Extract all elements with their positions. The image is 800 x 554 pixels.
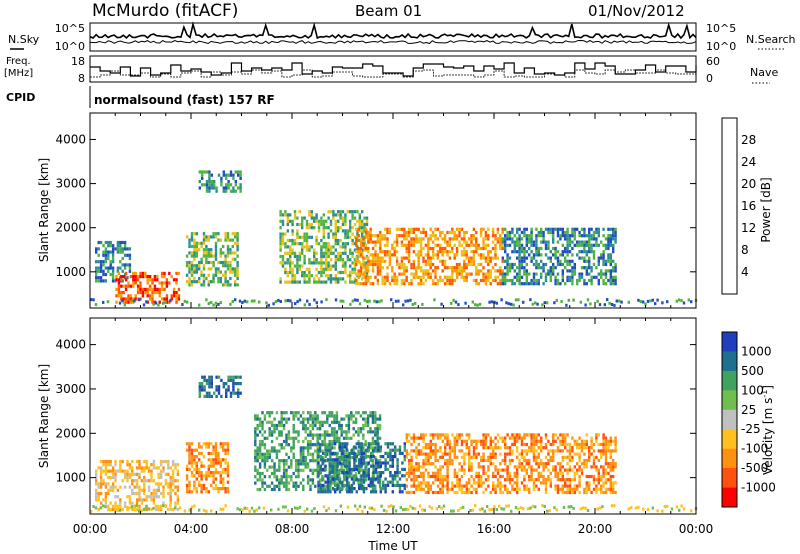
noise-right-tick-top: 10^5 xyxy=(706,22,736,35)
cpid-label: CPID xyxy=(6,91,35,104)
nave-trace xyxy=(90,69,697,78)
power-colorbar-label: Power [dB] xyxy=(759,177,773,242)
velocity-ylabel: Slant Range [km] xyxy=(37,364,51,468)
colorbar-tick-label: 8 xyxy=(741,243,749,257)
freq-right-tick-bottom: 0 xyxy=(706,72,713,85)
colorbar-tick-label: 16 xyxy=(741,199,756,213)
colorbar-tick-label: 1000 xyxy=(741,344,772,358)
nave-label: Nave xyxy=(750,66,778,79)
colorbar-tick-label: -100 xyxy=(741,442,768,456)
echo-region xyxy=(317,442,406,494)
nsky-label: N.Sky xyxy=(8,33,40,46)
x-tick-label: 00:00 xyxy=(679,522,714,536)
echo-region xyxy=(501,227,617,286)
power-heatmap-cells xyxy=(90,170,698,307)
echo-region xyxy=(185,232,239,287)
colorbar-tick-label: -1000 xyxy=(741,481,776,495)
colorbar-swatch xyxy=(722,332,737,352)
x-tick-label: 00:00 xyxy=(73,522,108,536)
nsearch-trace xyxy=(89,39,697,45)
noise-left-tick-bottom: 10^0 xyxy=(55,40,85,53)
freq-label-line2: [MHz] xyxy=(4,68,33,79)
freq-label-line1: Freq. xyxy=(6,56,31,67)
y-tick-label: 2000 xyxy=(55,221,86,235)
y-tick-label: 3000 xyxy=(55,382,86,396)
echo-region xyxy=(355,227,504,286)
power-colorbar: 4 8 12 16 20 24 28 xyxy=(721,117,756,295)
power-ylabel: Slant Range [km] xyxy=(37,158,51,262)
echo-region xyxy=(95,240,132,283)
station-title: McMurdo (fitACF) xyxy=(92,1,238,21)
noise-left-tick-top: 10^5 xyxy=(55,22,85,35)
colorbar-swatch xyxy=(722,448,737,469)
time-x-axis: 00:00 04:00 08:00 12:00 16:00 20:00 00:00 xyxy=(73,522,714,536)
echo-region xyxy=(198,170,242,193)
echo-region xyxy=(198,375,242,398)
colorbar-frame xyxy=(721,331,738,508)
velocity-colorbar-label: Velocity [m s-1] xyxy=(760,385,775,475)
x-tick-label: 20:00 xyxy=(578,522,613,536)
velocity-y-axis: 1000 2000 3000 4000 xyxy=(55,318,697,514)
colorbar-tick-label: 500 xyxy=(741,364,764,378)
x-tick-label: 04:00 xyxy=(174,522,209,536)
echo-region xyxy=(405,433,617,495)
echo-region xyxy=(185,442,230,494)
echo-region xyxy=(95,459,180,512)
power-y-axis: 1000 2000 3000 4000 xyxy=(55,113,697,308)
y-tick-label: 4000 xyxy=(55,338,86,352)
colorbar-tick-label: 25 xyxy=(741,403,756,417)
colorbar-swatch xyxy=(722,468,737,488)
cpid-text: normalsound (fast) 157 RF xyxy=(94,93,275,107)
freq-right-tick-top: 60 xyxy=(706,55,720,68)
y-tick-label: 3000 xyxy=(55,177,86,191)
nsky-trace xyxy=(89,21,697,40)
date-title: 01/Nov/2012 xyxy=(588,2,685,20)
colorbar-tick-label: 20 xyxy=(741,177,756,191)
near-range-scatter xyxy=(90,298,698,307)
beam-title: Beam 01 xyxy=(355,2,422,20)
colorbar-swatch xyxy=(722,487,737,508)
nsearch-label: N.Search xyxy=(746,33,796,46)
echo-region xyxy=(279,210,369,284)
colorbar-swatch xyxy=(722,429,737,450)
colorbar-tick-label: 24 xyxy=(741,155,756,169)
near-range-scatter xyxy=(90,504,698,513)
colorbar-swatch xyxy=(722,370,737,391)
colorbar-tick-label: -25 xyxy=(741,422,761,436)
x-axis-label: Time UT xyxy=(367,539,418,553)
colorbar-swatch xyxy=(722,390,737,411)
x-tick-label: 16:00 xyxy=(477,522,512,536)
y-tick-label: 1000 xyxy=(55,265,86,279)
echo-region xyxy=(115,271,181,304)
colorbar-tick-label: -500 xyxy=(741,461,768,475)
freq-left-tick-top: 18 xyxy=(71,55,85,68)
velocity-colorbar: 1000 500 100 25 -25 -100 -500 -1000 xyxy=(721,331,776,508)
colorbar-swatch xyxy=(722,351,737,372)
colorbar-tick-label: 12 xyxy=(741,221,756,235)
colorbar-tick-label: 100 xyxy=(741,383,764,397)
noise-right-tick-bottom: 10^0 xyxy=(706,40,736,53)
x-tick-label: 08:00 xyxy=(275,522,310,536)
y-tick-label: 1000 xyxy=(55,471,86,485)
y-tick-label: 2000 xyxy=(55,426,86,440)
y-tick-label: 4000 xyxy=(55,132,86,146)
freq-traces xyxy=(90,62,697,78)
colorbar-tick-label: 28 xyxy=(741,133,756,147)
x-tick-label: 12:00 xyxy=(376,522,411,536)
freq-left-tick-bottom: 8 xyxy=(78,72,85,85)
colorbar-frame xyxy=(721,117,738,295)
noise-traces xyxy=(89,21,697,45)
colorbar-swatch xyxy=(722,409,737,430)
velocity-heatmap-cells xyxy=(90,375,698,513)
colorbar-tick-label: 4 xyxy=(741,265,749,279)
